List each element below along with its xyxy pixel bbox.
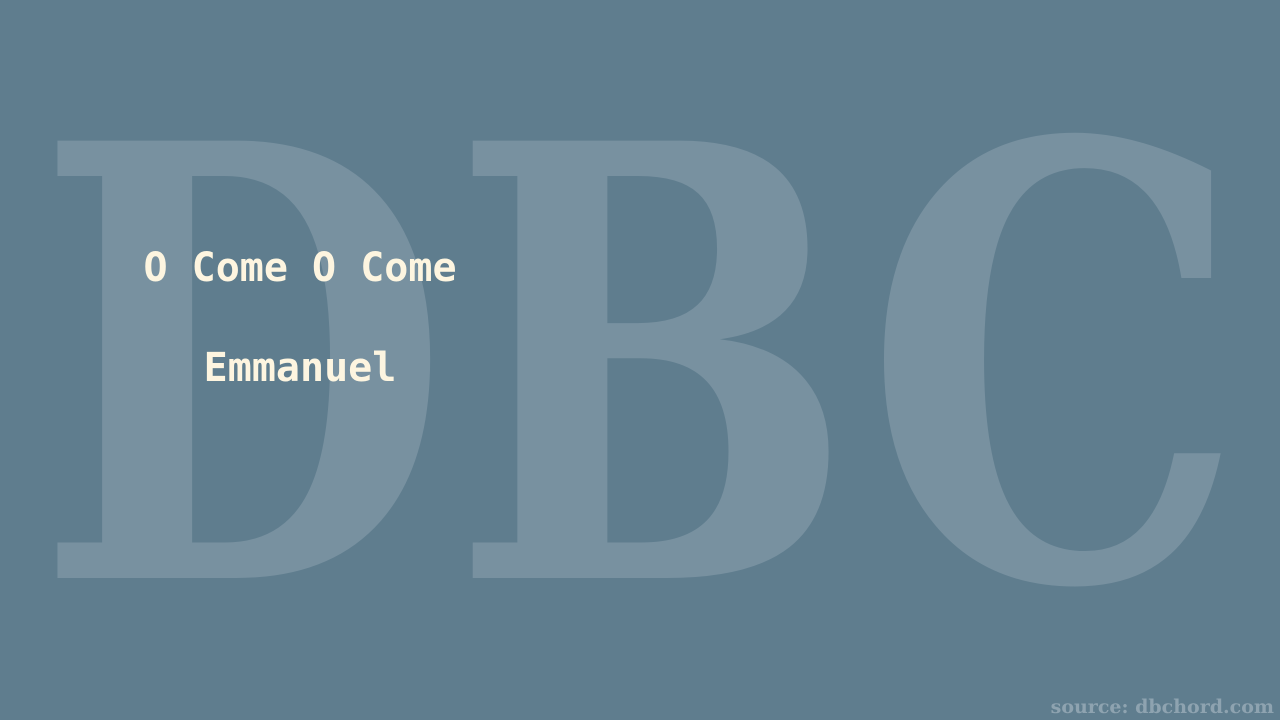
song-title-line-2: Emmanuel: [203, 345, 397, 391]
source-credit: source: dbchord.com: [1050, 696, 1274, 718]
song-title-line-1: O Come O Come: [143, 245, 457, 291]
song-title: O Come O Come Emmanuel: [100, 218, 500, 418]
